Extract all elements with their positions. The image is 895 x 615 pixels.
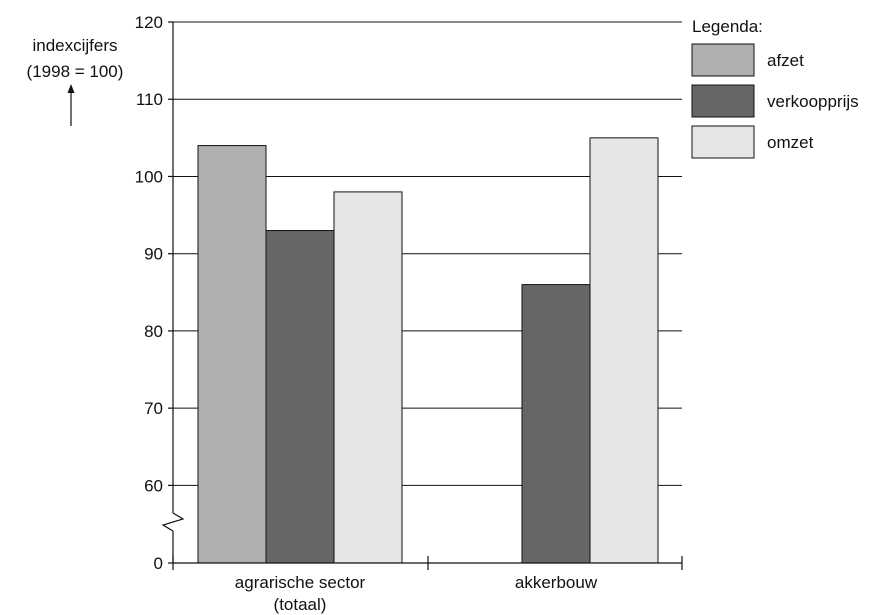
y-tick-label: 80 (144, 322, 163, 341)
legend-label-omzet: omzet (767, 133, 814, 152)
bar-verkoopprijs (521, 284, 591, 564)
y-tick-label: 110 (136, 90, 163, 109)
axes (161, 21, 683, 570)
y-tick-label: 60 (144, 476, 163, 495)
bars (197, 137, 659, 564)
y-axis-label-line: indexcijfers (32, 36, 117, 55)
bar-omzet (333, 191, 403, 564)
legend-swatch-afzet (691, 43, 755, 77)
bar-afzet (197, 145, 267, 564)
legend-label-afzet: afzet (767, 51, 804, 70)
legend: Legenda:afzet verkoopprijs omzet (691, 17, 859, 159)
y-tick-label: 120 (135, 13, 163, 32)
legend-swatch-omzet (691, 125, 755, 159)
bar-verkoopprijs (265, 230, 335, 564)
x-tick-label: (totaal) (274, 595, 327, 614)
y-axis-label: indexcijfers (1998 = 100) (27, 36, 124, 126)
x-tick-label: akkerbouw (515, 573, 598, 592)
y-tick-label: 100 (135, 167, 163, 186)
x-tick-label: agrarische sector (235, 573, 366, 592)
bar-omzet (589, 137, 659, 564)
y-axis-label-line: (1998 = 100) (27, 62, 124, 81)
legend-label-verkoopprijs: verkoopprijs (767, 92, 859, 111)
y-tick-labels: 0 60 70 80 90 100 110 120 (135, 13, 163, 573)
y-tick-label: 90 (144, 245, 163, 264)
y-tick-label: 70 (144, 399, 163, 418)
legend-title: Legenda: (692, 17, 763, 36)
y-axis-arrow-head (67, 84, 75, 93)
legend-swatch-verkoopprijs (691, 84, 755, 118)
y-tick-label: 0 (154, 554, 163, 573)
x-tick-labels: agrarische sector (totaal) akkerbouw (235, 573, 598, 614)
y-axis-break-mark (161, 512, 185, 532)
